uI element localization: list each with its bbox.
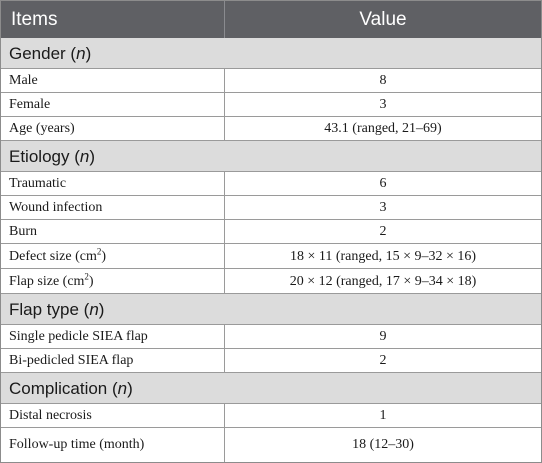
column-divider	[224, 196, 225, 219]
row-item: Defect size (cm2)	[9, 246, 107, 264]
section-n: n	[117, 379, 128, 398]
table-header: Items Value	[1, 1, 541, 38]
row-value: 43.1 (ranged, 21–69)	[324, 121, 442, 136]
section-flap-type: Flap type (n)	[1, 294, 541, 325]
row-value: 18 × 11 (ranged, 15 × 9–32 × 16)	[289, 249, 477, 264]
column-divider	[224, 117, 225, 140]
table-row: Flap size (cm2) 20 × 12 (ranged, 17 × 9–…	[1, 269, 541, 294]
column-divider	[224, 349, 225, 372]
header-items: Items	[11, 9, 58, 30]
row-value: 20 × 12 (ranged, 17 × 9–34 × 18)	[289, 274, 477, 289]
section-label: Flap type	[9, 300, 79, 319]
column-divider	[224, 404, 225, 427]
row-item: Distal necrosis	[9, 408, 92, 423]
section-label: Complication	[9, 379, 108, 398]
row-item: Wound infection	[9, 200, 103, 215]
column-divider	[224, 244, 225, 268]
row-value: 8	[379, 73, 387, 88]
table-row: Defect size (cm2) 18 × 11 (ranged, 15 × …	[1, 244, 541, 269]
table-row: Single pedicle SIEA flap 9	[1, 325, 541, 349]
table-row: Male 8	[1, 69, 541, 93]
row-item: Bi-pedicled SIEA flap	[9, 353, 134, 368]
row-value: 2	[379, 353, 387, 368]
table-row: Age (years) 43.1 (ranged, 21–69)	[1, 117, 541, 141]
section-n: n	[79, 147, 90, 166]
section-n: n	[89, 300, 99, 319]
column-divider	[224, 172, 225, 195]
row-item: Female	[9, 97, 51, 112]
section-etiology: Etiology (n)	[1, 141, 541, 172]
table-row: Distal necrosis 1	[1, 404, 541, 428]
row-value: 3	[379, 200, 387, 215]
section-gender: Gender (n)	[1, 38, 541, 69]
section-complication: Complication (n)	[1, 373, 541, 404]
header-value: Value	[359, 9, 407, 30]
table-row: Female 3	[1, 93, 541, 117]
row-value: 18 (12–30)	[352, 437, 414, 452]
column-divider	[224, 269, 225, 293]
row-item: Age (years)	[9, 121, 75, 136]
row-value: 6	[379, 176, 387, 191]
table-row: Follow-up time (month) 18 (12–30)	[1, 428, 541, 462]
table-row: Burn 2	[1, 220, 541, 244]
row-item: Follow-up time (month)	[9, 437, 145, 452]
row-value: 9	[379, 329, 387, 344]
table-row: Wound infection 3	[1, 196, 541, 220]
row-value: 2	[379, 224, 387, 239]
row-item: Traumatic	[9, 176, 67, 191]
section-n: n	[76, 44, 86, 63]
section-label: Gender	[9, 44, 66, 63]
column-divider	[224, 93, 225, 116]
column-divider	[224, 428, 225, 462]
section-label: Etiology	[9, 147, 70, 166]
row-item: Male	[9, 73, 38, 88]
row-value: 3	[379, 97, 387, 112]
table-row: Traumatic 6	[1, 172, 541, 196]
column-divider	[224, 1, 225, 38]
row-item: Flap size (cm2)	[9, 271, 94, 289]
table-row: Bi-pedicled SIEA flap 2	[1, 349, 541, 373]
row-value: 1	[379, 408, 387, 423]
column-divider	[224, 325, 225, 348]
column-divider	[224, 220, 225, 243]
column-divider	[224, 69, 225, 92]
row-item: Burn	[9, 224, 37, 239]
row-item: Single pedicle SIEA flap	[9, 329, 148, 344]
